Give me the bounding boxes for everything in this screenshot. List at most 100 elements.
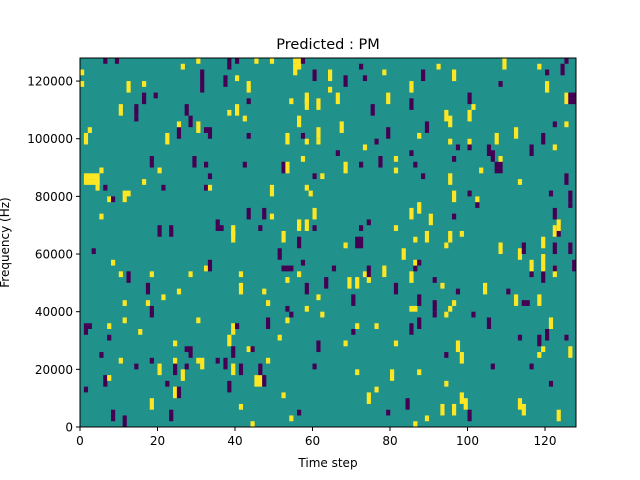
heatmap-cell (459, 230, 464, 237)
heatmap-cell (382, 69, 387, 76)
heatmap-cell (564, 58, 569, 64)
heatmap-cell (351, 328, 356, 335)
heatmap-cell (149, 357, 154, 364)
heatmap-cell (122, 190, 127, 203)
heatmap-cell (83, 323, 89, 335)
heatmap-cell (564, 334, 569, 341)
heatmap-cell (281, 161, 286, 174)
heatmap-cell (91, 248, 96, 255)
heatmap-cell (455, 340, 461, 353)
heatmap-cell (254, 375, 259, 387)
heatmap-cell (285, 161, 290, 174)
heatmap-cell (180, 369, 185, 381)
heatmap-cell (196, 121, 201, 133)
heatmap-cell (498, 156, 503, 162)
heatmap-cell (548, 317, 554, 329)
heatmap-cell (262, 288, 267, 295)
heatmap-cell (355, 236, 360, 243)
heatmap-cell (320, 173, 325, 180)
heatmap-cell (238, 271, 244, 278)
heatmap-cell (126, 190, 131, 197)
heatmap-cell (304, 219, 309, 231)
heatmap-cell (246, 346, 251, 353)
heatmap-cell (297, 236, 302, 249)
heatmap-cell (258, 375, 263, 387)
heatmap-cell (87, 127, 92, 133)
heatmap-cell (246, 207, 251, 220)
x-tick-label: 20 (150, 434, 165, 448)
heatmap-cell (142, 92, 147, 105)
heatmap-cell (91, 179, 96, 185)
heatmap-cell (165, 132, 170, 145)
heatmap-cell (316, 138, 321, 145)
heatmap-cell (118, 357, 123, 364)
heatmap-cell (514, 294, 519, 306)
heatmap-cell (413, 421, 418, 427)
heatmap-cell (452, 69, 457, 82)
heatmap-cell (281, 230, 286, 243)
heatmap-cell (114, 58, 120, 64)
heatmap-cell (149, 398, 154, 410)
heatmap-cell (490, 150, 495, 162)
heatmap-cell (452, 156, 457, 162)
heatmap-cell (204, 127, 209, 133)
heatmap-cell (215, 357, 220, 364)
heatmap-cell (552, 225, 557, 237)
heatmap-cell (196, 357, 201, 364)
heatmap-cell (219, 225, 224, 231)
heatmap-cell (107, 196, 112, 203)
heatmap-cell (285, 317, 290, 324)
heatmap-cell (448, 115, 453, 128)
heatmap-cell (316, 127, 321, 139)
heatmap-cell (328, 86, 333, 93)
heatmap-cell (184, 363, 189, 370)
heatmap-cell (564, 121, 569, 128)
heatmap-cell (541, 132, 546, 145)
heatmap-cell (250, 346, 255, 353)
heatmap-cell (393, 156, 399, 162)
heatmap-cell (467, 138, 472, 145)
heatmap-cell (572, 98, 577, 105)
heatmap-cell (107, 323, 112, 329)
heatmap-cell (122, 300, 127, 306)
heatmap-cell (417, 202, 422, 214)
heatmap-cell (355, 369, 360, 376)
heatmap-cell (448, 138, 453, 145)
heatmap-cell (432, 311, 437, 318)
heatmap-cell (103, 184, 108, 191)
heatmap-cell (374, 323, 379, 329)
heatmap-cell (304, 138, 309, 145)
heatmap-cell (80, 81, 85, 87)
heatmap-cell (502, 58, 507, 70)
heatmap-cell (413, 265, 418, 272)
heatmap-cell (122, 415, 127, 427)
heatmap-cell (541, 265, 546, 272)
heatmap-cell (359, 236, 364, 243)
heatmap-cell (568, 190, 573, 203)
heatmap-cell (498, 161, 503, 174)
heatmap-cell (386, 409, 391, 416)
heatmap-cell (378, 156, 383, 168)
heatmap-cell (231, 230, 236, 243)
heatmap-cell (126, 81, 131, 93)
heatmap-cell (304, 184, 309, 191)
heatmap-cell (254, 58, 259, 64)
heatmap-cell (165, 380, 170, 387)
heatmap-cell (297, 58, 302, 70)
heatmap-cell (459, 352, 464, 364)
heatmap-cell (494, 161, 499, 174)
heatmap-cell (537, 352, 542, 358)
heatmap-cell (479, 167, 484, 174)
heatmap-cell (227, 380, 232, 393)
heatmap-cell (262, 207, 267, 220)
heatmap-cell (343, 75, 348, 87)
heatmap-cell (269, 213, 275, 220)
heatmap-cell (529, 363, 534, 370)
heatmap-cell (413, 305, 418, 312)
heatmap-cell (215, 219, 220, 231)
heatmap-cell (262, 375, 267, 387)
heatmap-cell (207, 184, 213, 191)
heatmap-cell (149, 305, 154, 318)
heatmap-cell (556, 409, 561, 422)
heatmap-cell (188, 271, 193, 278)
